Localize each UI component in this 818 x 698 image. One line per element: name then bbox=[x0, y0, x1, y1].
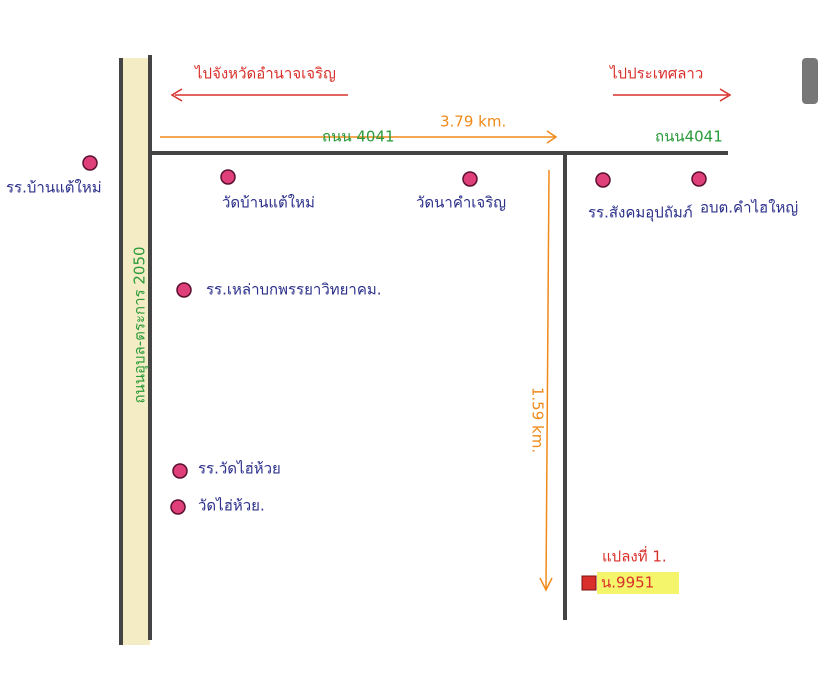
place-label: วัดไฮ่ห้วย. bbox=[198, 497, 265, 515]
distance-arrow bbox=[545, 169, 550, 589]
place-marker bbox=[172, 463, 188, 479]
place-marker bbox=[462, 171, 478, 187]
side-button[interactable] bbox=[802, 58, 818, 104]
road-label: ถนน 4041 bbox=[322, 128, 395, 146]
plot-highlight bbox=[597, 572, 679, 594]
arrow-head bbox=[539, 577, 553, 592]
place-marker bbox=[595, 172, 611, 188]
distance-label: 1.59 km. bbox=[529, 387, 547, 453]
road-label: ถนน4041 bbox=[655, 128, 723, 146]
arrow-head bbox=[719, 88, 732, 102]
place-marker bbox=[220, 169, 236, 185]
place-label: อบต.คำไฮใหญ่ bbox=[700, 199, 798, 217]
place-label: รร.บ้านแต้ใหม่ bbox=[6, 179, 102, 197]
arrow-head bbox=[170, 88, 183, 102]
place-marker bbox=[176, 282, 192, 298]
road-label: ถนนอุบล-ตระการ 2050 bbox=[131, 246, 150, 403]
plot-marker bbox=[581, 575, 597, 591]
direction-label: ไปประเทศลาว bbox=[609, 65, 703, 83]
place-label: รร.สังคมอุปถัมภ์ bbox=[588, 204, 693, 223]
place-label: วัดนาคำเจริญ bbox=[416, 194, 506, 212]
place-marker bbox=[82, 155, 98, 171]
place-marker bbox=[170, 499, 186, 515]
plot-code: น.9951 bbox=[601, 574, 654, 592]
place-label: รร.วัดไฮ่ห้วย bbox=[198, 460, 281, 478]
direction-label: ไปจังหวัดอำนาจเจริญ bbox=[194, 65, 336, 83]
plot-name: แปลงที่ 1. bbox=[602, 546, 667, 566]
distance-label: 3.79 km. bbox=[440, 113, 506, 131]
place-label: รร.เหล่าบกพรรยาวิทยาคม. bbox=[206, 281, 382, 299]
vertical-road bbox=[122, 58, 150, 645]
place-label: วัดบ้านแต้ใหม่ bbox=[222, 194, 315, 212]
place-marker bbox=[691, 171, 707, 187]
arrow-head bbox=[546, 130, 558, 144]
